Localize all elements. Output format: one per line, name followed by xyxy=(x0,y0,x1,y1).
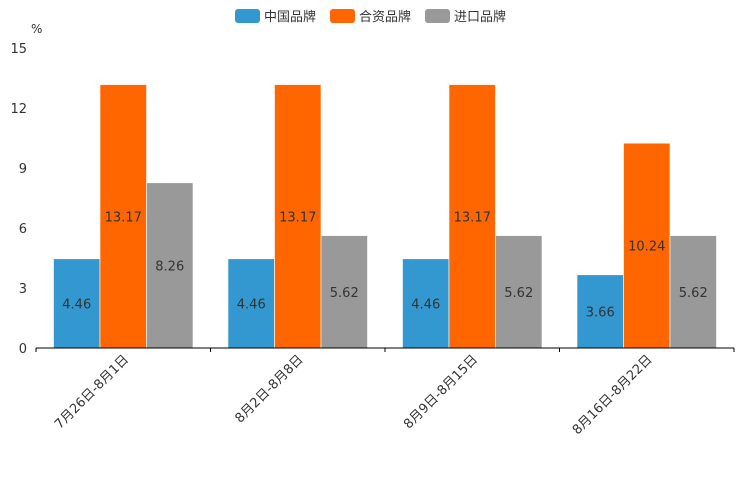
legend: 中国品牌 合资品牌 进口品牌 xyxy=(235,9,506,25)
bar-3-1 xyxy=(146,182,194,349)
data-label: 13.17 xyxy=(105,210,142,225)
legend-label[interactable]: 合资品牌 xyxy=(359,9,411,25)
bar-1-4 xyxy=(576,274,624,349)
x-tick-label: 8月16日-8月22日 xyxy=(570,352,656,438)
bar-2-2 xyxy=(274,84,322,349)
y-tick-label: 9 xyxy=(19,162,27,177)
y-tick-label: 12 xyxy=(10,102,27,117)
data-label: 3.66 xyxy=(586,305,615,320)
y-tick-label: 6 xyxy=(19,222,27,237)
data-label: 5.62 xyxy=(330,286,359,301)
y-axis-unit-label: % xyxy=(31,22,42,36)
data-label: 10.24 xyxy=(628,240,665,255)
data-label: 13.17 xyxy=(279,210,316,225)
legend-label[interactable]: 中国品牌 xyxy=(264,9,316,25)
data-label: 8.26 xyxy=(155,259,184,274)
data-label: 4.46 xyxy=(237,297,266,312)
y-tick-label: 0 xyxy=(19,342,27,357)
data-label: 4.46 xyxy=(411,297,440,312)
x-tick-label: 8月9日-8月15日 xyxy=(401,352,481,432)
legend-swatch[interactable] xyxy=(235,9,260,23)
x-axis-ticks: 7月26日-8月1日 8月2日-8月8日 8月9日-8月15日 8月16日-8月22日 xyxy=(35,348,735,438)
data-label: 5.62 xyxy=(679,286,708,301)
bar-2-3 xyxy=(448,84,496,349)
legend-swatch[interactable] xyxy=(330,9,355,23)
x-tick-label: 8月2日-8月8日 xyxy=(232,352,306,426)
y-tick-label: 3 xyxy=(19,282,27,297)
y-tick-label: 15 xyxy=(10,42,27,57)
bars xyxy=(53,84,717,349)
bar-3-4 xyxy=(669,235,717,349)
legend-swatch[interactable] xyxy=(425,9,450,23)
bar-2-1 xyxy=(99,84,147,349)
y-axis-ticks: 0 3 6 9 12 15 xyxy=(10,42,27,357)
bar-3-2 xyxy=(320,235,368,349)
data-labels: 4.46 13.17 8.26 4.46 13.17 5.62 4.46 13.17 5.62 3… xyxy=(62,210,707,320)
data-label: 4.46 xyxy=(62,297,91,312)
bar-1-1 xyxy=(53,258,101,349)
data-label: 13.17 xyxy=(454,210,491,225)
bar-1-2 xyxy=(227,258,275,349)
x-tick-label: 7月26日-8月1日 xyxy=(52,352,132,432)
legend-label[interactable]: 进口品牌 xyxy=(454,9,506,25)
data-label: 5.62 xyxy=(504,286,533,301)
